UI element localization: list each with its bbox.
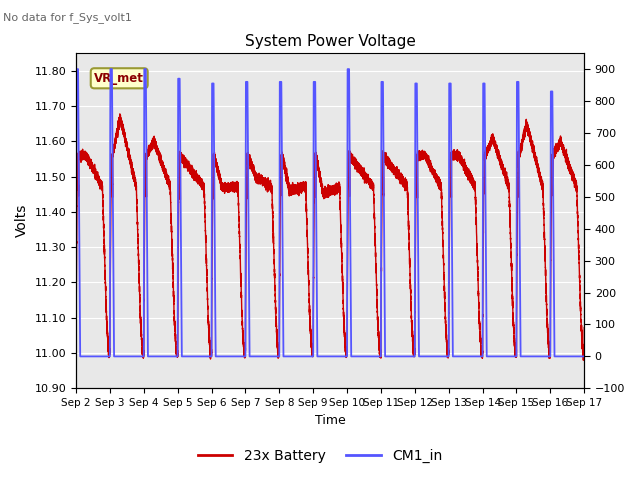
Text: No data for f_Sys_volt1: No data for f_Sys_volt1 [3, 12, 132, 23]
Title: System Power Voltage: System Power Voltage [244, 34, 415, 49]
X-axis label: Time: Time [315, 414, 346, 427]
Y-axis label: Volts: Volts [15, 204, 29, 238]
Text: VR_met: VR_met [94, 72, 144, 85]
Legend: 23x Battery, CM1_in: 23x Battery, CM1_in [192, 443, 448, 468]
